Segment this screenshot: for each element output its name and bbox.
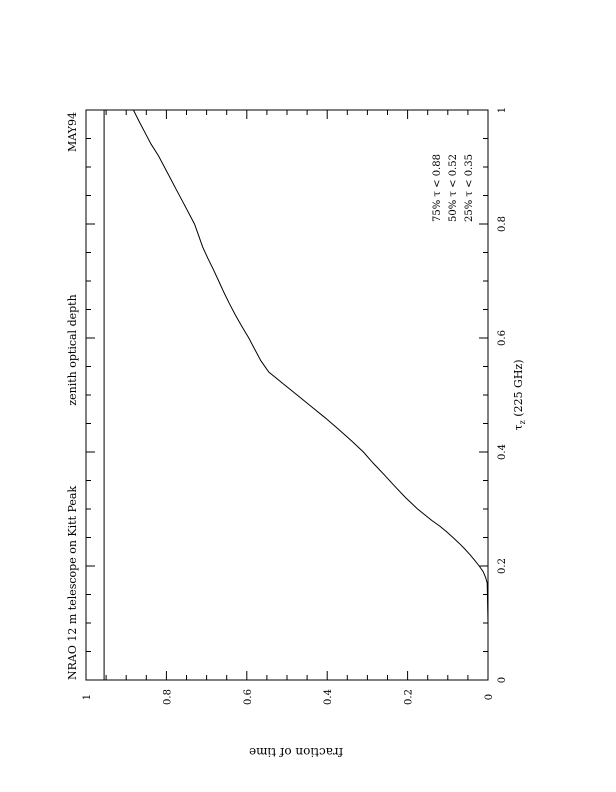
x-tick-label: 1 [497,107,508,113]
y-tick-label: 0.6 [243,689,254,705]
x-axis-label: τz (225 GHz) [512,359,527,430]
chart-subtitle: zenith optical depth [66,294,79,405]
x-tick-label: 0 [497,677,508,683]
x-tick-label: 0.2 [497,558,508,574]
tick-layer: 0 0.2 0.4 0.6 0.8 1 0 0.2 0.4 0.6 0.8 1 [82,107,508,705]
plot-frame [85,109,489,681]
chart-title: NRAO 12 m telescope on Kitt Peak [66,486,79,680]
y-axis-label: fraction of time [249,745,343,759]
x-tick-label: 0.6 [497,330,508,346]
x-tick-label: 0.8 [497,216,508,232]
annotation-25: 25% τ < 0.35 [464,154,475,222]
annotation-50: 50% τ < 0.52 [448,154,459,222]
x-tick-label: 0.4 [497,444,508,460]
corner-label: MAY94 [66,112,79,152]
y-tick-label: 0 [484,694,495,700]
y-tick-label: 1 [82,694,93,700]
annotation-75: 75% τ < 0.88 [432,154,443,222]
y-tick-label: 0.2 [404,689,415,705]
y-tick-label: 0.8 [162,689,173,705]
curve-layer [132,109,489,680]
y-tick-label: 0.4 [323,689,334,705]
cumulative-curve [132,109,489,680]
